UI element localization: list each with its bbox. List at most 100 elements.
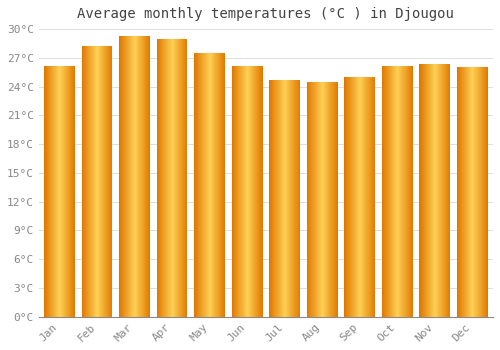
Bar xyxy=(247,65,248,317)
Bar xyxy=(299,80,300,317)
Bar xyxy=(86,46,87,317)
Bar xyxy=(54,65,55,317)
Bar xyxy=(429,64,430,317)
Bar xyxy=(382,65,383,317)
Bar xyxy=(62,65,63,317)
Bar xyxy=(119,36,120,317)
Bar xyxy=(296,80,297,317)
Bar xyxy=(218,53,219,317)
Bar xyxy=(185,38,186,317)
Bar xyxy=(240,65,241,317)
Bar xyxy=(422,64,423,317)
Bar xyxy=(235,65,236,317)
Bar xyxy=(449,64,450,317)
Bar xyxy=(204,53,205,317)
Bar xyxy=(255,65,256,317)
Bar xyxy=(124,36,125,317)
Bar xyxy=(95,46,96,317)
Bar xyxy=(462,68,463,317)
Bar xyxy=(142,36,144,317)
Bar xyxy=(55,65,56,317)
Bar xyxy=(291,80,292,317)
Bar xyxy=(220,53,221,317)
Bar xyxy=(371,77,372,317)
Bar xyxy=(364,77,365,317)
Bar xyxy=(428,64,429,317)
Bar xyxy=(357,77,358,317)
Bar xyxy=(91,46,92,317)
Bar xyxy=(249,65,250,317)
Bar xyxy=(403,65,404,317)
Bar xyxy=(434,64,435,317)
Bar xyxy=(367,77,368,317)
Bar xyxy=(176,38,177,317)
Bar xyxy=(163,38,164,317)
Bar xyxy=(140,36,141,317)
Bar xyxy=(48,65,49,317)
Bar xyxy=(101,46,102,317)
Bar xyxy=(123,36,124,317)
Bar xyxy=(294,80,295,317)
Bar xyxy=(161,38,162,317)
Bar xyxy=(56,65,57,317)
Bar xyxy=(66,65,67,317)
Bar xyxy=(200,53,201,317)
Bar xyxy=(175,38,176,317)
Bar xyxy=(131,36,132,317)
Bar xyxy=(46,65,47,317)
Bar xyxy=(105,46,106,317)
Bar xyxy=(336,82,337,317)
Bar xyxy=(273,80,274,317)
Bar xyxy=(459,68,460,317)
Bar xyxy=(84,46,85,317)
Bar xyxy=(146,36,147,317)
Bar xyxy=(420,64,421,317)
Bar xyxy=(292,80,293,317)
Bar xyxy=(432,64,433,317)
Bar xyxy=(324,82,325,317)
Bar xyxy=(214,53,216,317)
Bar xyxy=(442,64,443,317)
Bar xyxy=(481,68,482,317)
Bar xyxy=(437,64,438,317)
Bar xyxy=(237,65,238,317)
Bar xyxy=(58,65,59,317)
Bar xyxy=(85,46,86,317)
Bar xyxy=(327,82,328,317)
Bar xyxy=(194,53,196,317)
Bar xyxy=(61,65,62,317)
Bar xyxy=(108,46,109,317)
Bar xyxy=(426,64,427,317)
Bar xyxy=(410,65,411,317)
Bar xyxy=(465,68,466,317)
Bar xyxy=(160,38,161,317)
Bar xyxy=(370,77,371,317)
Bar xyxy=(141,36,142,317)
Bar xyxy=(69,65,70,317)
Bar xyxy=(134,36,135,317)
Bar xyxy=(477,68,478,317)
Bar xyxy=(411,65,412,317)
Bar xyxy=(329,82,330,317)
Bar xyxy=(184,38,185,317)
Bar xyxy=(323,82,324,317)
Bar xyxy=(174,38,175,317)
Bar xyxy=(322,82,323,317)
Bar xyxy=(137,36,138,317)
Bar xyxy=(144,36,145,317)
Bar xyxy=(389,65,390,317)
Bar xyxy=(430,64,431,317)
Bar xyxy=(349,77,350,317)
Bar xyxy=(180,38,181,317)
Bar xyxy=(52,65,53,317)
Bar xyxy=(282,80,283,317)
Bar xyxy=(178,38,180,317)
Bar xyxy=(373,77,374,317)
Bar xyxy=(333,82,334,317)
Bar xyxy=(59,65,60,317)
Bar xyxy=(60,65,61,317)
Bar xyxy=(207,53,208,317)
Bar xyxy=(288,80,289,317)
Bar xyxy=(239,65,240,317)
Bar xyxy=(70,65,72,317)
